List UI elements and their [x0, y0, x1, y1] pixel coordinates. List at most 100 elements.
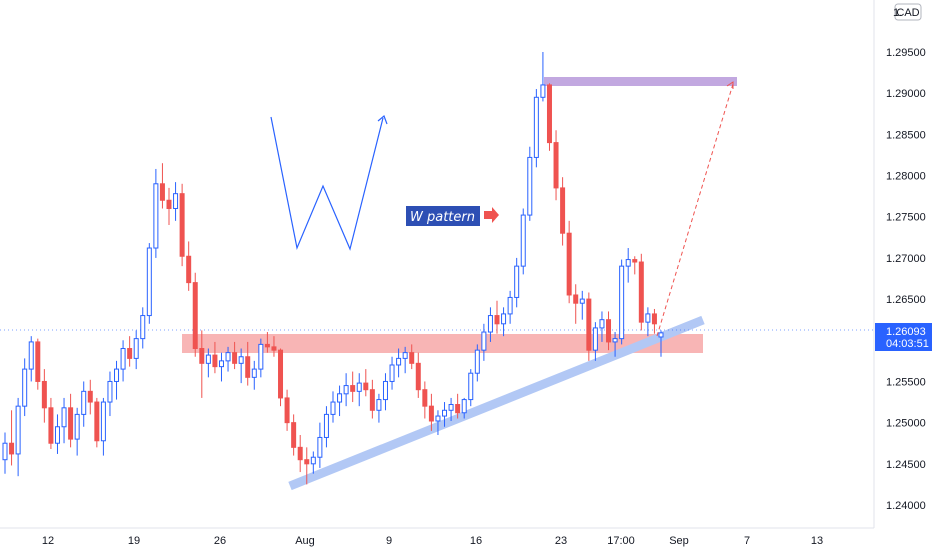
- candle-body: [41, 380, 47, 409]
- candle: [212, 341, 218, 374]
- candle: [186, 241, 192, 291]
- candle-body: [428, 405, 434, 422]
- candle-body: [612, 338, 618, 343]
- currency-badge[interactable]: CAD: [894, 3, 922, 21]
- candle: [264, 332, 270, 353]
- candle-body: [87, 390, 93, 403]
- candle-body: [205, 354, 211, 364]
- candle: [74, 407, 80, 456]
- candle: [592, 322, 598, 361]
- last-price-badge: 1.26093 04:03:51: [875, 323, 932, 351]
- price-tick-label: 1.25000: [886, 418, 926, 430]
- candle: [61, 397, 67, 444]
- candle: [461, 397, 467, 419]
- price-tick-label: 1.26500: [886, 294, 926, 306]
- candle-body: [409, 352, 415, 364]
- candle: [645, 307, 651, 337]
- candle: [658, 330, 664, 357]
- candle: [651, 308, 657, 334]
- candle: [389, 356, 395, 390]
- candle: [192, 272, 198, 357]
- time-axis[interactable]: 12 19 26 Aug 9 16 23 17:00 Sep 7 13: [42, 535, 823, 547]
- candle-body: [284, 397, 290, 424]
- candle-body: [127, 348, 133, 359]
- candle: [606, 311, 612, 351]
- candle-body: [474, 349, 480, 374]
- candle-body: [389, 364, 395, 382]
- candle-body: [146, 247, 152, 317]
- w-pattern-label: W pattern: [410, 210, 475, 225]
- candle-body: [533, 96, 539, 158]
- candle: [258, 338, 264, 378]
- candle-body: [382, 380, 388, 401]
- candle-body: [520, 214, 526, 267]
- candle-body: [435, 415, 441, 422]
- candle-body: [658, 332, 664, 338]
- candle: [173, 182, 179, 221]
- candle-body: [369, 389, 375, 411]
- candle-body: [330, 401, 336, 415]
- candle: [487, 307, 493, 342]
- time-tick-label: 16: [470, 535, 482, 547]
- candle: [68, 393, 74, 448]
- candle: [422, 381, 428, 419]
- candle-body: [514, 265, 520, 298]
- time-tick-label: 13: [811, 535, 823, 547]
- candles-layer: [2, 52, 664, 485]
- candle-body: [579, 298, 585, 304]
- price-tick-label: 1.28000: [886, 171, 926, 183]
- price-tick-label: 1.29000: [886, 88, 926, 100]
- price-tick-label: 1.28500: [886, 129, 926, 141]
- candle: [546, 83, 552, 151]
- candle: [448, 397, 454, 421]
- candle-body: [264, 343, 270, 348]
- candle-body: [297, 446, 303, 461]
- candle-body: [638, 261, 644, 323]
- candle-body: [632, 259, 638, 263]
- candle: [15, 397, 21, 477]
- candle: [278, 348, 284, 407]
- candle: [35, 338, 41, 390]
- candle-body: [107, 380, 113, 403]
- candle-body: [586, 298, 592, 351]
- last-price-countdown: 04:03:51: [886, 338, 929, 350]
- w-pattern-arrow-head: [377, 114, 388, 125]
- candle-body: [212, 354, 218, 368]
- candle: [520, 208, 526, 275]
- candle: [120, 340, 126, 382]
- time-tick-label: 23: [555, 535, 567, 547]
- candle: [218, 352, 224, 382]
- candle: [87, 379, 93, 415]
- candle: [22, 358, 28, 417]
- candle-body: [68, 407, 74, 440]
- candle: [632, 256, 638, 275]
- candle: [114, 360, 120, 400]
- candle-body: [350, 385, 356, 392]
- candle-body: [258, 343, 264, 370]
- candle: [159, 163, 165, 209]
- candle: [507, 290, 513, 324]
- last-price-badge-bg: [875, 323, 932, 351]
- candle-body: [540, 84, 546, 98]
- candle: [107, 371, 113, 417]
- candle: [625, 248, 631, 283]
- price-tick-label: 1.29500: [886, 47, 926, 59]
- candle: [356, 373, 362, 407]
- target-arrow-head: [726, 81, 734, 89]
- candle-body: [625, 259, 631, 267]
- candle: [428, 393, 434, 431]
- candle: [133, 330, 139, 370]
- ascending-trendline: [288, 315, 705, 491]
- candle-body: [494, 315, 500, 325]
- candle: [146, 243, 152, 324]
- price-tick-label: 1.27000: [886, 253, 926, 265]
- candle-body: [140, 315, 146, 340]
- candle-body: [291, 422, 297, 448]
- time-tick-label: 7: [744, 535, 750, 547]
- candle-body: [573, 294, 579, 304]
- candle-body: [402, 352, 408, 359]
- candle-body: [501, 313, 507, 325]
- candle-body: [74, 413, 80, 440]
